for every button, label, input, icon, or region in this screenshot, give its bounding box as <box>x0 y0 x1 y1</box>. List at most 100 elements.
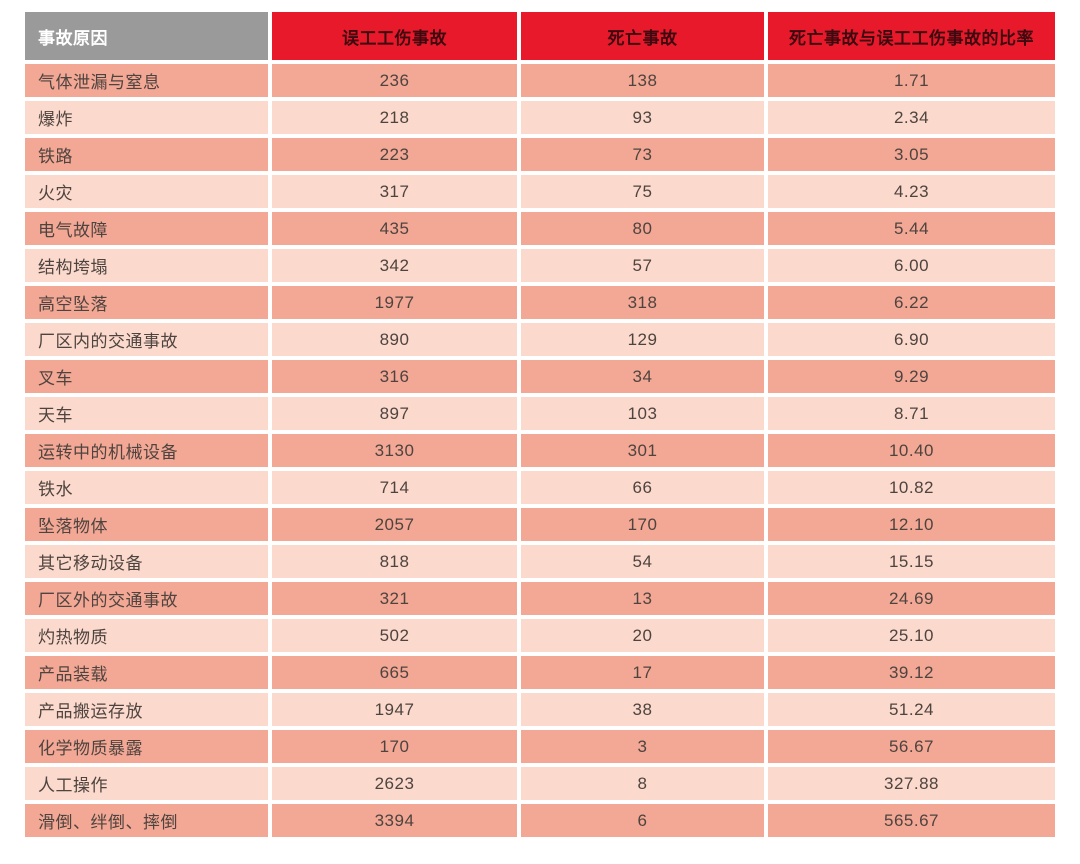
row-value-cell: 2623 <box>272 767 517 800</box>
table-header-row: 事故原因 误工工伤事故 死亡事故 死亡事故与误工工伤事故的比率 <box>25 12 1055 60</box>
row-value-cell: 15.15 <box>768 545 1055 578</box>
row-value-cell: 342 <box>272 249 517 282</box>
row-value-cell: 897 <box>272 397 517 430</box>
row-value-cell: 170 <box>521 508 764 541</box>
row-value-cell: 2057 <box>272 508 517 541</box>
row-cause-cell: 叉车 <box>25 360 268 393</box>
table-row: 叉车 316 34 9.29 <box>25 360 1055 393</box>
row-value-cell: 565.67 <box>768 804 1055 837</box>
row-cause-cell: 火灾 <box>25 175 268 208</box>
table-row: 灼热物质 502 20 25.10 <box>25 619 1055 652</box>
row-value-cell: 1.71 <box>768 64 1055 97</box>
row-value-cell: 34 <box>521 360 764 393</box>
row-value-cell: 20 <box>521 619 764 652</box>
row-cause-cell: 产品装载 <box>25 656 268 689</box>
row-cause-cell: 人工操作 <box>25 767 268 800</box>
row-cause-cell: 天车 <box>25 397 268 430</box>
row-value-cell: 170 <box>272 730 517 763</box>
row-value-cell: 236 <box>272 64 517 97</box>
row-cause-cell: 电气故障 <box>25 212 268 245</box>
row-value-cell: 2.34 <box>768 101 1055 134</box>
row-value-cell: 5.44 <box>768 212 1055 245</box>
row-value-cell: 24.69 <box>768 582 1055 615</box>
row-value-cell: 17 <box>521 656 764 689</box>
row-value-cell: 316 <box>272 360 517 393</box>
table-row: 火灾 317 75 4.23 <box>25 175 1055 208</box>
row-value-cell: 818 <box>272 545 517 578</box>
table-row: 高空坠落 1977 318 6.22 <box>25 286 1055 319</box>
table-row: 铁路 223 73 3.05 <box>25 138 1055 171</box>
row-cause-cell: 灼热物质 <box>25 619 268 652</box>
row-cause-cell: 铁水 <box>25 471 268 504</box>
row-value-cell: 51.24 <box>768 693 1055 726</box>
row-value-cell: 25.10 <box>768 619 1055 652</box>
row-cause-cell: 化学物质暴露 <box>25 730 268 763</box>
row-cause-cell: 爆炸 <box>25 101 268 134</box>
row-value-cell: 10.40 <box>768 434 1055 467</box>
row-value-cell: 435 <box>272 212 517 245</box>
row-value-cell: 10.82 <box>768 471 1055 504</box>
row-value-cell: 93 <box>521 101 764 134</box>
row-cause-cell: 铁路 <box>25 138 268 171</box>
row-value-cell: 3 <box>521 730 764 763</box>
table-row: 产品装载 665 17 39.12 <box>25 656 1055 689</box>
row-value-cell: 80 <box>521 212 764 245</box>
row-value-cell: 665 <box>272 656 517 689</box>
row-value-cell: 4.23 <box>768 175 1055 208</box>
column-header-fatal-accidents: 死亡事故 <box>521 12 764 60</box>
row-cause-cell: 滑倒、绊倒、摔倒 <box>25 804 268 837</box>
row-value-cell: 73 <box>521 138 764 171</box>
row-value-cell: 321 <box>272 582 517 615</box>
row-value-cell: 8 <box>521 767 764 800</box>
column-header-lost-time-injuries: 误工工伤事故 <box>272 12 517 60</box>
row-value-cell: 57 <box>521 249 764 282</box>
row-value-cell: 75 <box>521 175 764 208</box>
row-cause-cell: 运转中的机械设备 <box>25 434 268 467</box>
row-cause-cell: 其它移动设备 <box>25 545 268 578</box>
row-value-cell: 6.90 <box>768 323 1055 356</box>
row-cause-cell: 产品搬运存放 <box>25 693 268 726</box>
table-row: 产品搬运存放 1947 38 51.24 <box>25 693 1055 726</box>
row-value-cell: 129 <box>521 323 764 356</box>
row-cause-cell: 坠落物体 <box>25 508 268 541</box>
row-value-cell: 318 <box>521 286 764 319</box>
table-row: 铁水 714 66 10.82 <box>25 471 1055 504</box>
table-row: 人工操作 2623 8 327.88 <box>25 767 1055 800</box>
table-row: 电气故障 435 80 5.44 <box>25 212 1055 245</box>
row-value-cell: 6.00 <box>768 249 1055 282</box>
row-value-cell: 12.10 <box>768 508 1055 541</box>
row-value-cell: 66 <box>521 471 764 504</box>
row-value-cell: 38 <box>521 693 764 726</box>
row-value-cell: 3394 <box>272 804 517 837</box>
row-value-cell: 218 <box>272 101 517 134</box>
row-value-cell: 1977 <box>272 286 517 319</box>
table-row: 爆炸 218 93 2.34 <box>25 101 1055 134</box>
row-cause-cell: 结构垮塌 <box>25 249 268 282</box>
row-value-cell: 223 <box>272 138 517 171</box>
row-value-cell: 6 <box>521 804 764 837</box>
row-value-cell: 3130 <box>272 434 517 467</box>
row-value-cell: 103 <box>521 397 764 430</box>
table-row: 化学物质暴露 170 3 56.67 <box>25 730 1055 763</box>
row-value-cell: 890 <box>272 323 517 356</box>
table-body: 气体泄漏与窒息 236 138 1.71 爆炸 218 93 2.34 铁路 223 73 3.05 火… <box>25 64 1055 837</box>
table-row: 厂区外的交通事故 321 13 24.69 <box>25 582 1055 615</box>
row-value-cell: 39.12 <box>768 656 1055 689</box>
column-header-fatal-to-lta-ratio: 死亡事故与误工工伤事故的比率 <box>768 12 1055 60</box>
row-value-cell: 54 <box>521 545 764 578</box>
row-value-cell: 3.05 <box>768 138 1055 171</box>
table-row: 气体泄漏与窒息 236 138 1.71 <box>25 64 1055 97</box>
row-value-cell: 327.88 <box>768 767 1055 800</box>
row-cause-cell: 气体泄漏与窒息 <box>25 64 268 97</box>
row-value-cell: 56.67 <box>768 730 1055 763</box>
row-value-cell: 317 <box>272 175 517 208</box>
table-row: 厂区内的交通事故 890 129 6.90 <box>25 323 1055 356</box>
table-row: 运转中的机械设备 3130 301 10.40 <box>25 434 1055 467</box>
table-row: 天车 897 103 8.71 <box>25 397 1055 430</box>
row-value-cell: 502 <box>272 619 517 652</box>
table-row: 结构垮塌 342 57 6.00 <box>25 249 1055 282</box>
table-row: 坠落物体 2057 170 12.10 <box>25 508 1055 541</box>
row-value-cell: 8.71 <box>768 397 1055 430</box>
row-cause-cell: 厂区外的交通事故 <box>25 582 268 615</box>
row-value-cell: 6.22 <box>768 286 1055 319</box>
